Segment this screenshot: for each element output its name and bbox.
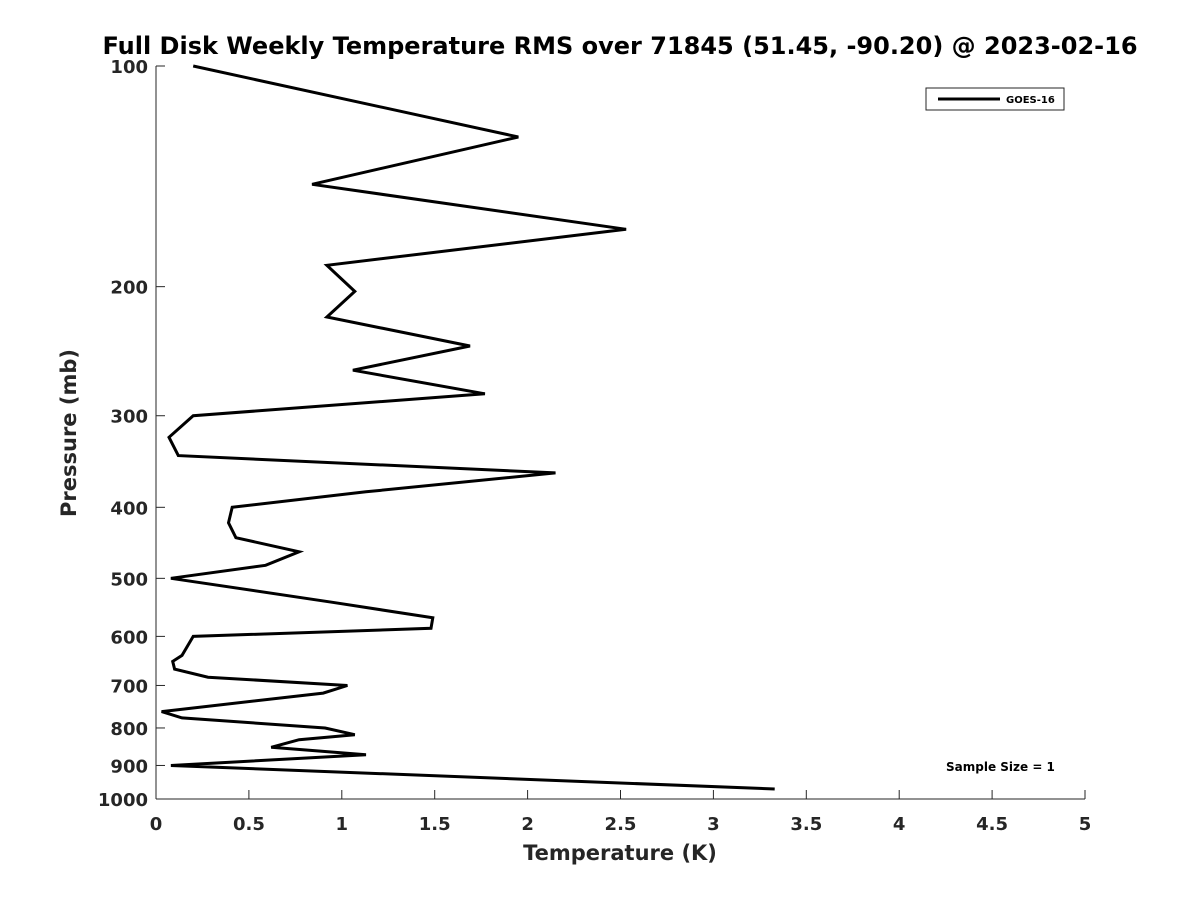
y-tick-label: 500 xyxy=(110,569,148,590)
x-tick-label: 0 xyxy=(150,814,163,835)
legend: GOES-16 xyxy=(925,87,1065,111)
y-tick-label: 600 xyxy=(110,627,148,648)
legend-entry-goes-16: GOES-16 xyxy=(1006,95,1055,106)
y-tick-label: 300 xyxy=(110,407,148,428)
y-tick-label: 100 xyxy=(110,57,148,78)
y-tick-label: 1000 xyxy=(98,790,148,811)
y-tick-label: 900 xyxy=(110,756,148,777)
x-tick-label: 1 xyxy=(336,814,349,835)
y-tick-label: 800 xyxy=(110,719,148,740)
y-tick-label: 400 xyxy=(110,498,148,519)
y-axis-label: Pressure (mb) xyxy=(57,349,81,517)
x-tick-label: 4 xyxy=(893,814,906,835)
x-axis-label: Temperature (K) xyxy=(523,841,717,865)
sample-size-annotation: Sample Size = 1 xyxy=(946,760,1055,774)
x-tick-label: 2 xyxy=(521,814,534,835)
chart-title: Full Disk Weekly Temperature RMS over 71… xyxy=(102,32,1137,60)
x-tick-label: 1.5 xyxy=(419,814,451,835)
x-tick-label: 3.5 xyxy=(790,814,822,835)
x-tick-label: 5 xyxy=(1079,814,1092,835)
x-tick-label: 0.5 xyxy=(233,814,265,835)
y-axis-ticks: 100 200 300 400 500 600 700 800 900 1000 xyxy=(98,57,165,811)
y-tick-label: 700 xyxy=(110,676,148,697)
x-tick-label: 3 xyxy=(707,814,720,835)
plot-area xyxy=(155,66,1085,800)
series-line-goes-16 xyxy=(161,64,775,791)
x-tick-label: 2.5 xyxy=(605,814,637,835)
x-tick-label: 4.5 xyxy=(976,814,1008,835)
y-tick-label: 200 xyxy=(110,278,148,299)
x-axis-ticks: 0 0.5 1 1.5 2 2.5 3 3.5 4 4.5 5 xyxy=(150,790,1092,835)
